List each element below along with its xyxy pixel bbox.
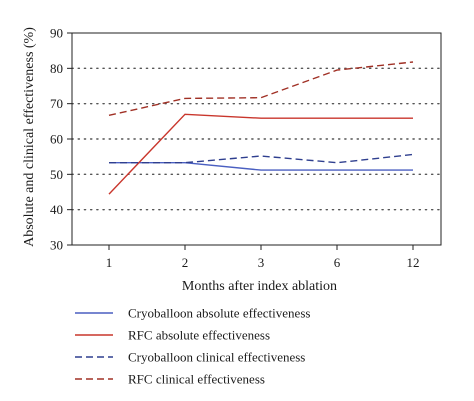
x-axis-label: Months after index ablation [182, 279, 337, 294]
x-tick-label: 12 [407, 255, 420, 270]
x-tick-label: 2 [182, 255, 189, 270]
y-tick-label: 50 [50, 167, 63, 182]
series-line-2 [108, 113, 413, 195]
x-tick-label: 3 [258, 255, 265, 270]
y-tick-label: 80 [50, 61, 63, 76]
x-axis-ticks: 1 2 3 6 12 [106, 245, 420, 270]
series-line-1 [109, 161, 413, 171]
series-lines [108, 61, 414, 195]
legend-label: Cryoballoon clinical effectiveness [128, 350, 305, 365]
legend-label: RFC clinical effectiveness [128, 372, 265, 387]
legend: Cryoballoon absolute effectiveness RFC ab… [75, 306, 310, 387]
y-axis-ticks: 30 40 50 60 70 80 90 [50, 26, 72, 253]
y-tick-label: 70 [50, 96, 63, 111]
y-tick-label: 90 [50, 26, 63, 41]
series-line-4 [108, 61, 414, 116]
legend-label: RFC absolute effectiveness [128, 328, 270, 343]
y-tick-label: 30 [50, 238, 63, 253]
x-tick-label: 1 [106, 255, 113, 270]
y-tick-label: 40 [50, 202, 63, 217]
y-tick-label: 60 [50, 132, 63, 147]
legend-label: Cryoballoon absolute effectiveness [128, 306, 310, 321]
grid-lines [71, 67, 442, 211]
series-line-3 [109, 153, 414, 164]
x-tick-label: 6 [334, 255, 341, 270]
y-axis-label: Absolute and clinical effectiveness (%) [22, 27, 37, 247]
